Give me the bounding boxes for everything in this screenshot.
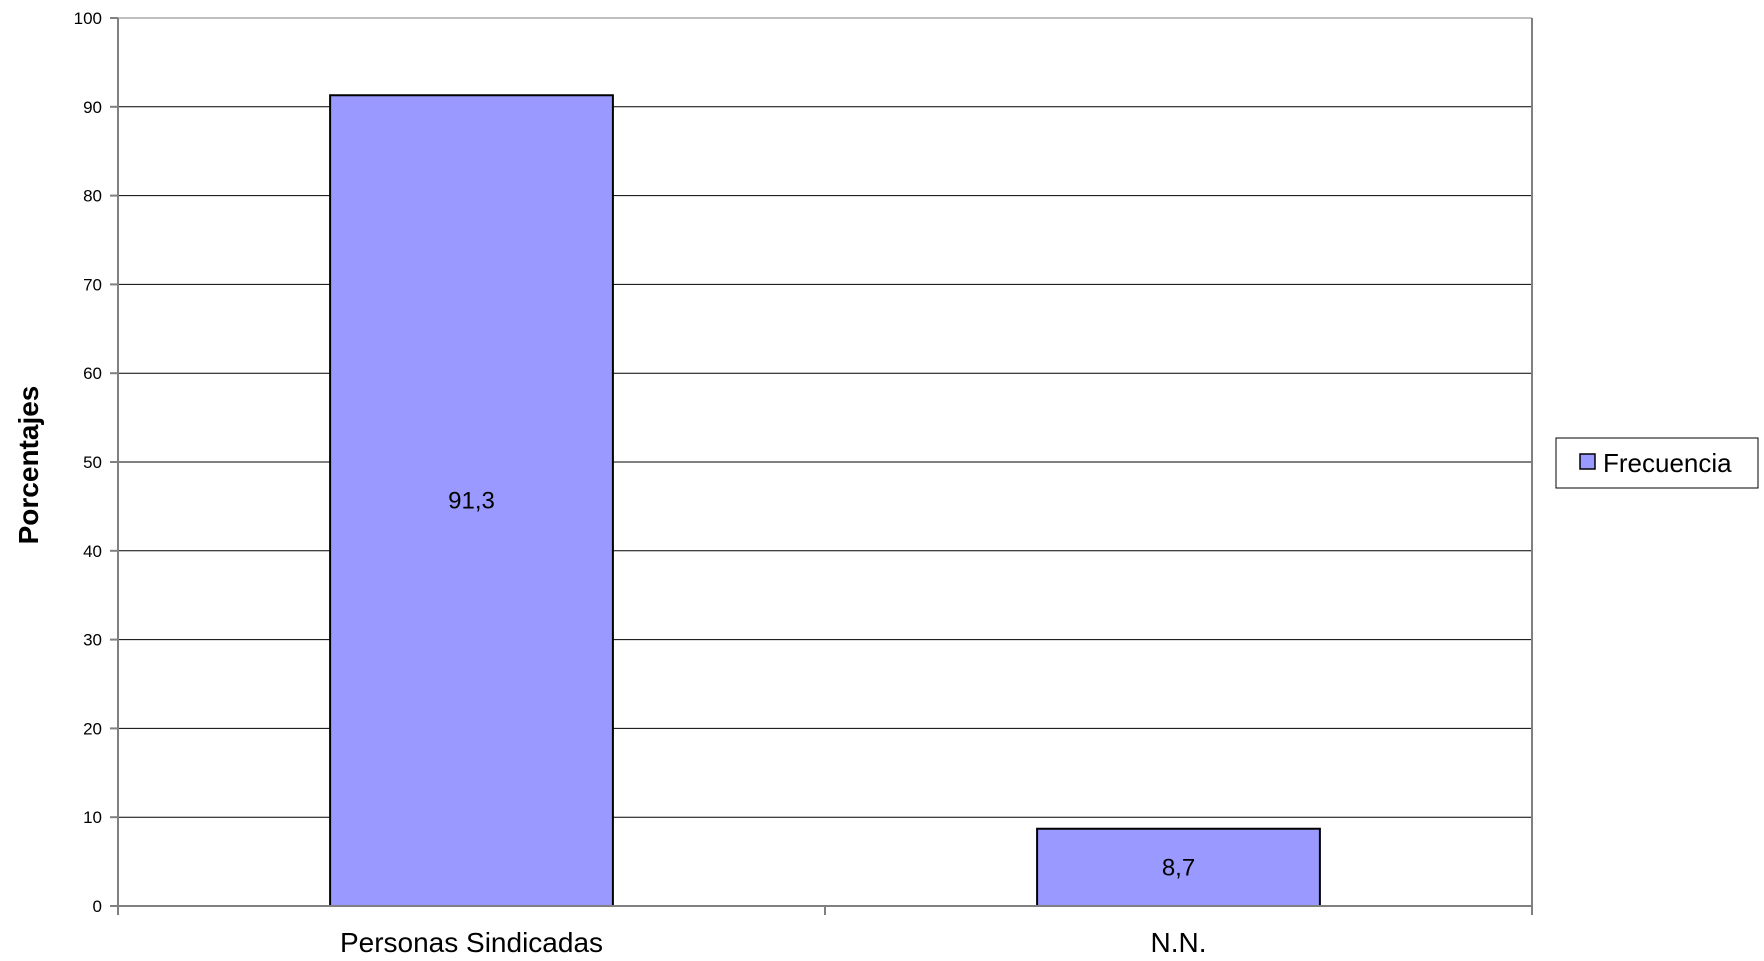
axes	[110, 17, 1533, 915]
bar-data-label: 91,3	[448, 488, 495, 515]
x-category-label: Personas Sindicadas	[340, 927, 603, 958]
legend: Frecuencia	[1555, 437, 1759, 489]
y-tick-label: 60	[83, 364, 102, 383]
bar	[329, 94, 614, 908]
y-axis-label: Porcentajes	[13, 386, 44, 545]
y-tick-label: 100	[74, 9, 102, 28]
y-tick-label: 30	[83, 631, 102, 650]
x-category-labels: Personas Sindicadas N.N.	[340, 927, 1207, 958]
bars	[329, 94, 1321, 908]
bar-data-label: 8,7	[1162, 854, 1195, 881]
y-tick-label: 40	[83, 542, 102, 561]
y-tick-label: 10	[83, 808, 102, 827]
bar	[1036, 827, 1321, 908]
x-category-label: N.N.	[1151, 927, 1207, 958]
y-tick-label: 70	[83, 275, 102, 294]
y-tick-label: 90	[83, 98, 102, 117]
legend-entry-frecuencia: Frecuencia	[1603, 448, 1732, 478]
y-tick-label: 20	[83, 719, 102, 738]
y-tick-label: 0	[93, 897, 102, 916]
legend-swatch	[1579, 453, 1596, 470]
y-tick-label: 80	[83, 187, 102, 206]
y-tick-label: 50	[83, 453, 102, 472]
data-labels: 91,3 8,7	[448, 488, 1195, 882]
y-tick-labels: 0 10 20 30 40 50 60 70 80 90 100	[74, 9, 102, 916]
